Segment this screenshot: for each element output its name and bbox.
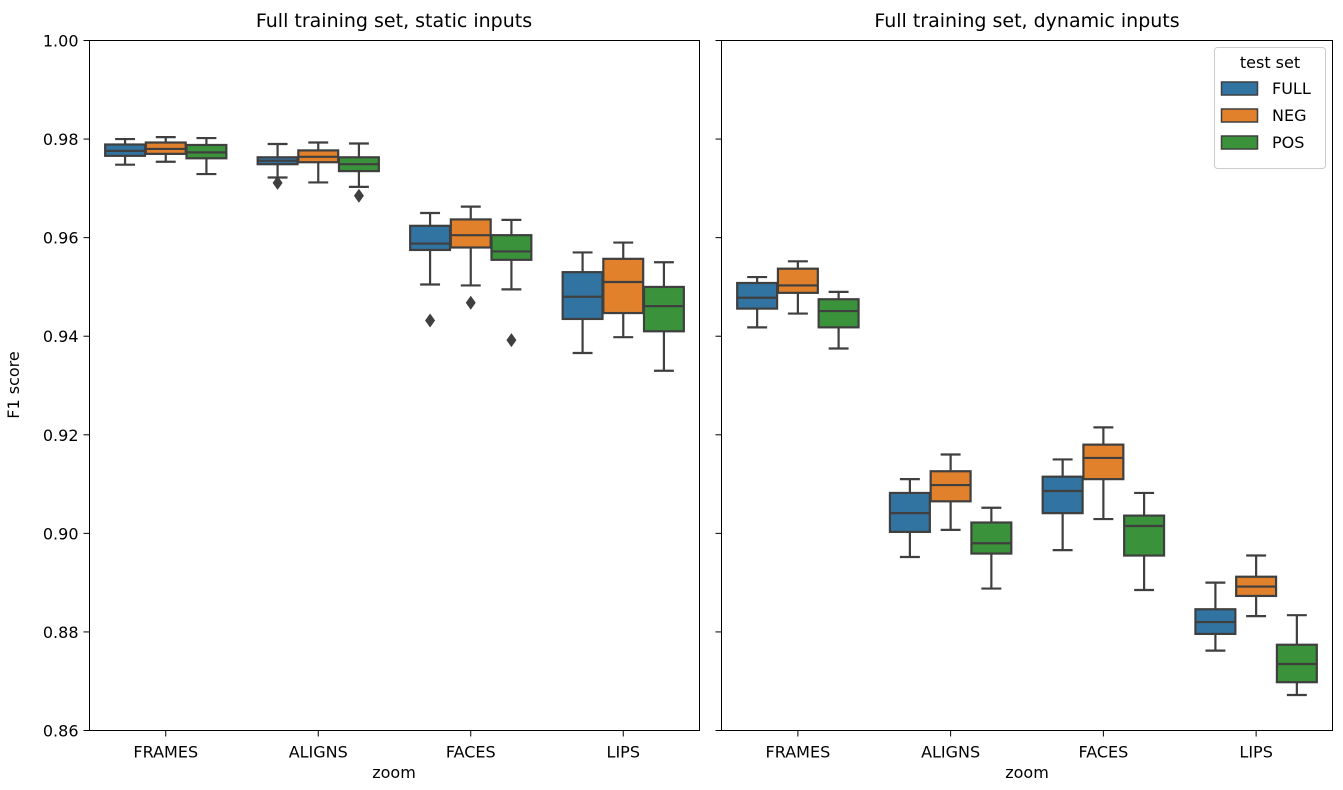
box-body [929, 470, 972, 503]
box-body [642, 285, 685, 333]
y-tick-label: 0.90 [43, 524, 79, 543]
legend-label-pos: POS [1272, 133, 1304, 152]
box-full [1041, 458, 1084, 552]
y-tick-label: 0.88 [43, 623, 79, 642]
legend-label-full: FULL [1272, 79, 1311, 98]
x-tick-label: FACES [1078, 743, 1128, 762]
box-neg [1235, 554, 1278, 618]
box-neg [144, 136, 187, 163]
outlier-point [506, 333, 517, 348]
box-body [776, 267, 819, 294]
legend-label-neg: NEG [1272, 106, 1306, 125]
y-tick-label: 0.92 [43, 426, 79, 445]
y-axis-static: 0.86 0.88 0.90 0.92 0.94 0.96 0.98 1.00 [43, 32, 90, 741]
box-full [1194, 581, 1237, 652]
boxes-static [104, 136, 685, 372]
outlier-point [425, 313, 436, 328]
box-pos [817, 290, 860, 350]
box-neg [449, 205, 492, 310]
y-tick-label: 0.86 [43, 722, 79, 741]
box-body [490, 234, 533, 261]
plot-frame-dynamic [721, 40, 1333, 731]
box-full [736, 275, 779, 329]
x-tick-label: LIPS [607, 743, 640, 762]
box-body [1123, 514, 1166, 557]
box-body [449, 218, 492, 249]
x-tick-label: ALIGNS [921, 743, 980, 762]
box-body [817, 298, 860, 329]
legend-swatch-full [1220, 81, 1259, 96]
box-neg [602, 241, 645, 339]
box-pos [337, 142, 380, 203]
box-neg [1082, 426, 1125, 521]
x-tick-label: FACES [446, 743, 496, 762]
legend-swatch-neg [1220, 108, 1259, 123]
box-body [970, 521, 1013, 555]
outlier-point [272, 175, 283, 190]
x-tick-label: FRAMES [766, 743, 831, 762]
box-pos [490, 218, 533, 348]
box-full [104, 137, 147, 166]
box-full [256, 142, 299, 190]
box-full [561, 251, 604, 355]
x-tick-label: FRAMES [133, 743, 198, 762]
box-body [1082, 443, 1125, 481]
y-tick-label: 0.98 [43, 130, 79, 149]
y-tick-label: 0.96 [43, 229, 79, 248]
box-full [888, 478, 931, 559]
legend-swatch-pos [1220, 135, 1259, 150]
y-tick-label: 1.00 [43, 32, 79, 51]
box-body [1041, 475, 1084, 515]
box-pos [1123, 491, 1166, 592]
panel-title-dynamic: Full training set, dynamic inputs [874, 10, 1179, 32]
x-axis-dynamic: FRAMES ALIGNS FACES LIPS [766, 730, 1273, 762]
panel-title-static: Full training set, static inputs [256, 10, 532, 32]
box-body [602, 257, 645, 315]
box-neg [297, 141, 340, 184]
panel-static: Full training set, static inputs 0.860.8… [4, 10, 700, 782]
box-neg [929, 453, 972, 532]
x-axis-static: FRAMES ALIGNS FACES LIPS [133, 730, 640, 762]
x-axis-label-dynamic: zoom [1005, 763, 1049, 782]
legend-title: test set [1240, 53, 1300, 72]
legend: test set FULL NEG POS [1214, 47, 1326, 169]
box-pos [1275, 614, 1318, 697]
box-pos [642, 261, 685, 372]
y-axis-label: F1 score [4, 351, 23, 418]
outlier-point [465, 295, 476, 310]
legend-entries: FULL NEG POS [1220, 79, 1311, 152]
y-tick-label: 0.94 [43, 327, 79, 346]
box-full [409, 211, 452, 328]
box-body [409, 224, 452, 252]
box-neg [776, 260, 819, 315]
panel-dynamic: Full training set, dynamic inputs FRAMES… [715, 10, 1333, 782]
box-body [736, 281, 779, 310]
box-pos [970, 506, 1013, 590]
y-axis-dynamic [715, 40, 722, 731]
x-tick-label: ALIGNS [289, 743, 348, 762]
boxes-dynamic [736, 260, 1318, 697]
plot-frame-static [89, 40, 700, 731]
outlier-point [353, 188, 364, 203]
x-tick-label: LIPS [1239, 743, 1272, 762]
box-pos [185, 136, 228, 176]
box-body [561, 271, 604, 321]
x-axis-label-static: zoom [372, 763, 416, 782]
